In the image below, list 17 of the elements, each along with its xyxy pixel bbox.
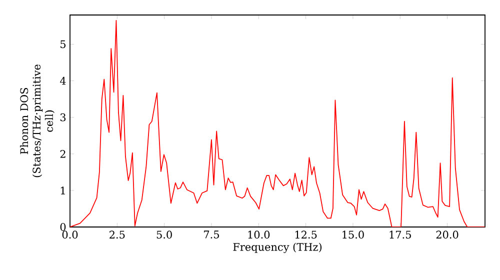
x-tick-label: 10.0 (248, 230, 270, 239)
y-tick-label: 0 (60, 223, 66, 231)
y-tick-label: 3 (60, 113, 66, 122)
y-tick-label: 5 (60, 40, 66, 48)
x-tick-label: 2.5 (110, 230, 125, 239)
y-tick-label: 1 (60, 186, 65, 194)
x-tick-label: 20.0 (436, 230, 458, 239)
x-tick-label: 15.0 (342, 230, 364, 239)
x-tick-label: 5.0 (156, 230, 172, 239)
x-tick-label: 0.0 (62, 230, 78, 239)
x-tick-label: 12.5 (295, 230, 317, 239)
x-axis-title: Frequency (THz) (233, 242, 322, 254)
x-tick-label: 17.5 (390, 230, 411, 239)
y-tick-label: 4 (60, 76, 66, 85)
y-tick-label: 2 (60, 150, 66, 158)
x-tick-label: 7.5 (204, 230, 219, 238)
y-axis-title: Phonon DOS (States/THz·primitive cell) (20, 64, 54, 178)
